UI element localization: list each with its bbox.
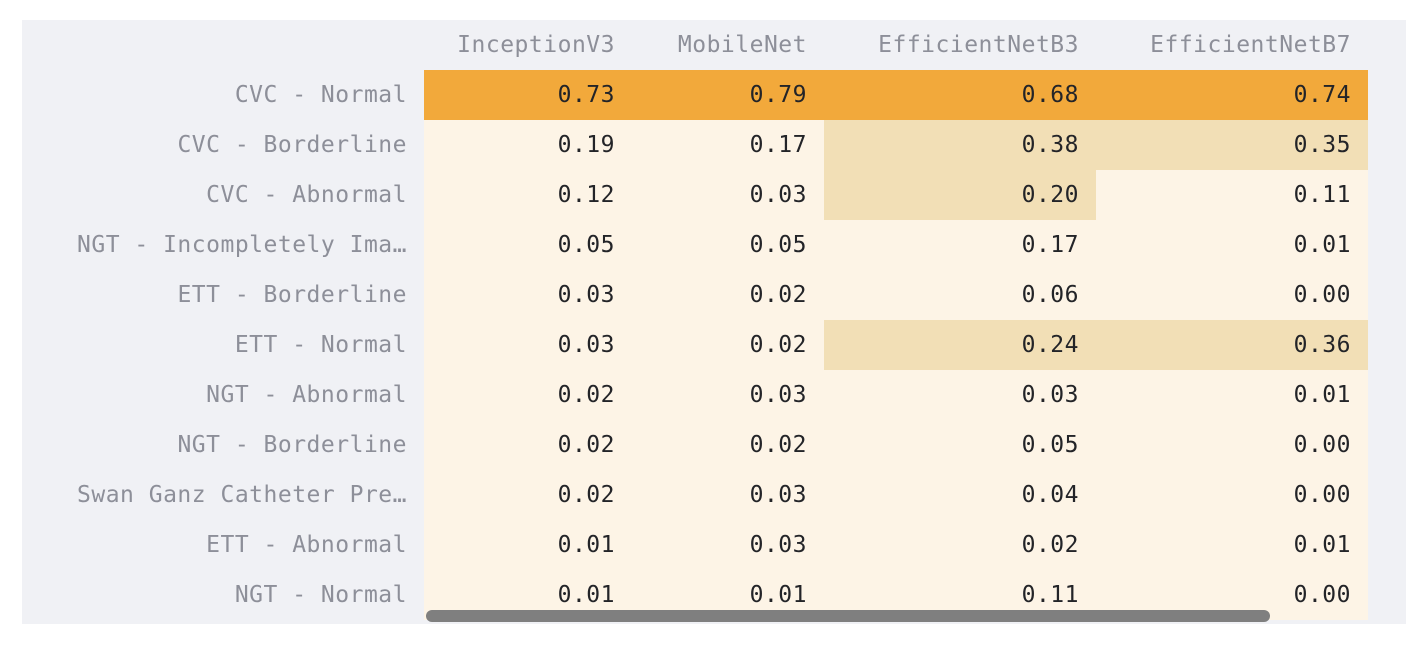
row-label: NGT - Incompletely Ima… bbox=[22, 220, 424, 270]
table-cell: 0.02 bbox=[824, 520, 1096, 570]
table-cell: 0.03 bbox=[632, 170, 824, 220]
row-label: NGT - Abnormal bbox=[22, 370, 424, 420]
row-label-text: NGT - Borderline bbox=[177, 432, 407, 458]
row-label-text: ETT - Normal bbox=[234, 332, 407, 358]
table-cell: 0.05 bbox=[632, 220, 824, 270]
row-label-text: NGT - Abnormal bbox=[206, 382, 407, 408]
row-label-text: NGT - Incompletely Ima… bbox=[77, 232, 407, 258]
table-cell: 0.20 bbox=[824, 170, 1096, 220]
table-cell: 0.01 bbox=[424, 520, 632, 570]
table-cell: 0.06 bbox=[824, 270, 1096, 320]
row-label: NGT - Borderline bbox=[22, 420, 424, 470]
table-cell: 0.02 bbox=[424, 470, 632, 520]
table-cell: 0.17 bbox=[632, 120, 824, 170]
table-cell: 0.03 bbox=[424, 270, 632, 320]
table-cell: 0.68 bbox=[824, 70, 1096, 120]
row-label: CVC - Abnormal bbox=[22, 170, 424, 220]
row-label-text: CVC - Borderline bbox=[177, 132, 407, 158]
table-cell: 0.38 bbox=[824, 120, 1096, 170]
row-label-text: NGT - Normal bbox=[234, 582, 407, 608]
table-cell: 0.05 bbox=[824, 420, 1096, 470]
row-label-text: ETT - Borderline bbox=[177, 282, 407, 308]
column-header-efficientnetb3: EfficientNetB3 bbox=[878, 32, 1079, 58]
row-label: CVC - Borderline bbox=[22, 120, 424, 170]
table-cell: 0.01 bbox=[1096, 520, 1368, 570]
table-cell: 0.17 bbox=[824, 220, 1096, 270]
table-cell: 0.79 bbox=[632, 70, 824, 120]
table-corner bbox=[22, 20, 424, 70]
table-cell: 0.00 bbox=[1096, 470, 1368, 520]
dataframe-viewer: InceptionV3 MobileNet EfficientNetB3 Eff… bbox=[22, 20, 1406, 624]
table-cell: 0.00 bbox=[1096, 420, 1368, 470]
table-cell: 0.11 bbox=[1096, 170, 1368, 220]
row-label: Swan Ganz Catheter Pre… bbox=[22, 470, 424, 520]
row-label: CVC - Normal bbox=[22, 70, 424, 120]
table-cell: 0.03 bbox=[824, 370, 1096, 420]
table-cell: 0.01 bbox=[1096, 370, 1368, 420]
table-cell: 0.02 bbox=[424, 370, 632, 420]
column-header-inceptionv3: InceptionV3 bbox=[457, 32, 615, 58]
row-label-text: Swan Ganz Catheter Pre… bbox=[77, 482, 407, 508]
table-cell: 0.35 bbox=[1096, 120, 1368, 170]
row-label-text: CVC - Abnormal bbox=[206, 182, 407, 208]
table-cell: 0.36 bbox=[1096, 320, 1368, 370]
table-cell: 0.02 bbox=[632, 270, 824, 320]
row-label: ETT - Borderline bbox=[22, 270, 424, 320]
horizontal-scrollbar[interactable] bbox=[424, 610, 1406, 624]
row-label: NGT - Normal bbox=[22, 570, 424, 620]
row-label-text: ETT - Abnormal bbox=[206, 532, 407, 558]
table-cell: 0.02 bbox=[632, 320, 824, 370]
column-header-efficientnetb7: EfficientNetB7 bbox=[1150, 32, 1351, 58]
table-cell: 0.12 bbox=[424, 170, 632, 220]
table-cell: 0.01 bbox=[1096, 220, 1368, 270]
table-cell: 0.03 bbox=[632, 470, 824, 520]
scrollbar-thumb[interactable] bbox=[426, 610, 1270, 622]
table-cell: 0.02 bbox=[424, 420, 632, 470]
row-label: ETT - Normal bbox=[22, 320, 424, 370]
row-label-text: CVC - Normal bbox=[234, 82, 407, 108]
table-cell: 0.04 bbox=[824, 470, 1096, 520]
table-cell: 0.74 bbox=[1096, 70, 1368, 120]
table-cell: 0.03 bbox=[424, 320, 632, 370]
table-cell: 0.05 bbox=[424, 220, 632, 270]
table-cell: 0.02 bbox=[632, 420, 824, 470]
table-cell: 0.03 bbox=[632, 520, 824, 570]
probability-table: InceptionV3 MobileNet EfficientNetB3 Eff… bbox=[22, 20, 1368, 620]
column-header-mobilenet: MobileNet bbox=[677, 32, 807, 58]
table-cell: 0.19 bbox=[424, 120, 632, 170]
table-cell: 0.03 bbox=[632, 370, 824, 420]
row-label: ETT - Abnormal bbox=[22, 520, 424, 570]
table-cell: 0.24 bbox=[824, 320, 1096, 370]
table-cell: 0.73 bbox=[424, 70, 632, 120]
table-cell: 0.00 bbox=[1096, 270, 1368, 320]
